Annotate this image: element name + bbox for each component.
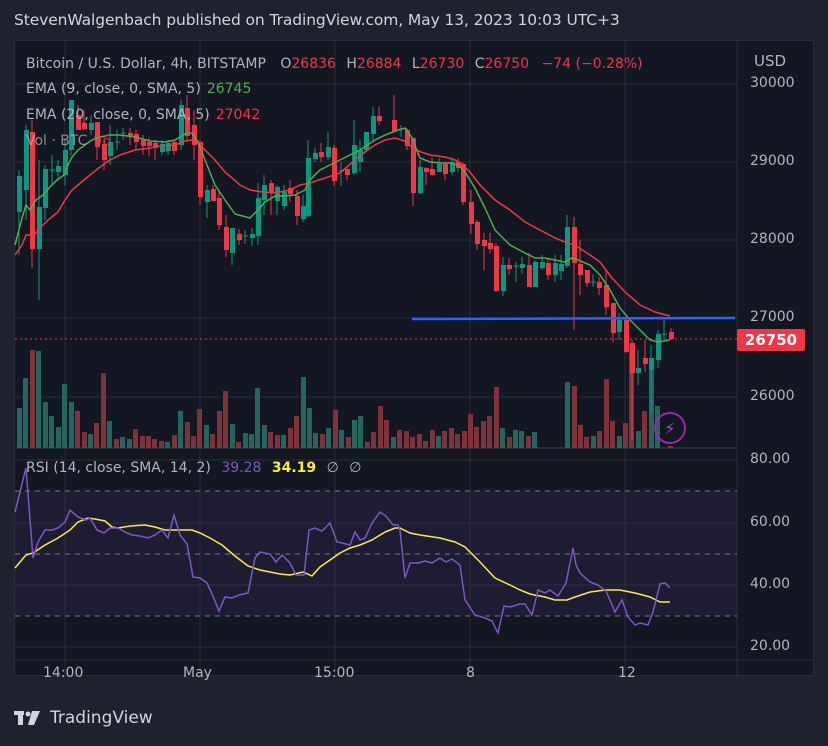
volume-legend[interactable]: Vol · BTC 96 [26,133,111,149]
last-price-tag: 26750 [737,329,805,351]
time-label: 8 [466,665,475,681]
time-label: 14:00 [43,665,84,681]
ema20-value: 27042 [215,107,261,123]
rsi-label: RSI (14, close, SMA, 14, 2) [26,460,211,476]
open-value: 26836 [291,56,336,72]
horizontal-line-27000 [411,316,736,321]
lightning-icon[interactable]: ⚡ [654,412,686,444]
volume-value: 96 [93,133,112,149]
ema9-legend[interactable]: EMA (9, close, 0, SMA, 5) 26745 [26,81,251,97]
ema20-label: EMA (20, close, 0, SMA, 5) [26,107,210,123]
price-tick: 27000 [750,309,795,325]
volume-bars [17,346,673,448]
rsi-extra-1: ∅ [326,460,339,476]
close-label: C [474,56,485,72]
price-tick: 30000 [750,75,795,91]
symbol-title: Bitcoin / U.S. Dollar, 4h, BITSTAMP [26,56,266,72]
time-label: 12 [618,665,636,681]
high-label: H [346,56,357,72]
price-tick: 28000 [750,231,795,247]
rsi-extra-2: ∅ [349,460,362,476]
ema9-value: 26745 [206,81,252,97]
time-label: May [183,665,212,681]
rsi-sma-value: 34.19 [271,460,317,476]
open-label: O [280,56,292,72]
ema9-label: EMA (9, close, 0, SMA, 5) [26,81,201,97]
low-value: 26730 [419,56,465,72]
rsi-legend[interactable]: RSI (14, close, SMA, 14, 2) 39.28 34.19 … [26,460,361,476]
tradingview-logo[interactable]: TradingView [14,708,153,728]
tradingview-logo-icon [14,711,40,725]
rsi-value: 39.28 [221,460,262,476]
rsi-levels [15,490,737,617]
currency-label[interactable]: USD [754,52,787,70]
ema9-line [14,127,671,343]
close-value: 26750 [484,56,530,72]
rsi-tick: 40.00 [750,576,791,592]
rsi-tick: 80.00 [750,451,791,467]
change-value: −74 (−0.28%) [541,56,643,72]
price-tick: 26000 [750,388,795,404]
ema20-legend[interactable]: EMA (20, close, 0, SMA, 5) 27042 [26,107,260,123]
rsi-tick: 60.00 [750,514,791,530]
low-label: L [411,56,420,72]
rsi-sma-line [14,517,670,603]
rsi-line [14,467,671,636]
tradingview-brand: TradingView [50,708,153,728]
symbol-legend[interactable]: Bitcoin / U.S. Dollar, 4h, BITSTAMP O268… [26,56,643,72]
time-label: 15:00 [314,665,355,681]
high-value: 26884 [356,56,402,72]
ema20-line [14,137,671,317]
published-by-line: StevenWalgenbach published on TradingVie… [14,11,620,29]
price-tick: 29000 [750,153,795,169]
candlesticks [17,95,674,440]
rsi-tick: 20.00 [750,638,791,654]
volume-label: Vol · BTC [26,133,88,149]
